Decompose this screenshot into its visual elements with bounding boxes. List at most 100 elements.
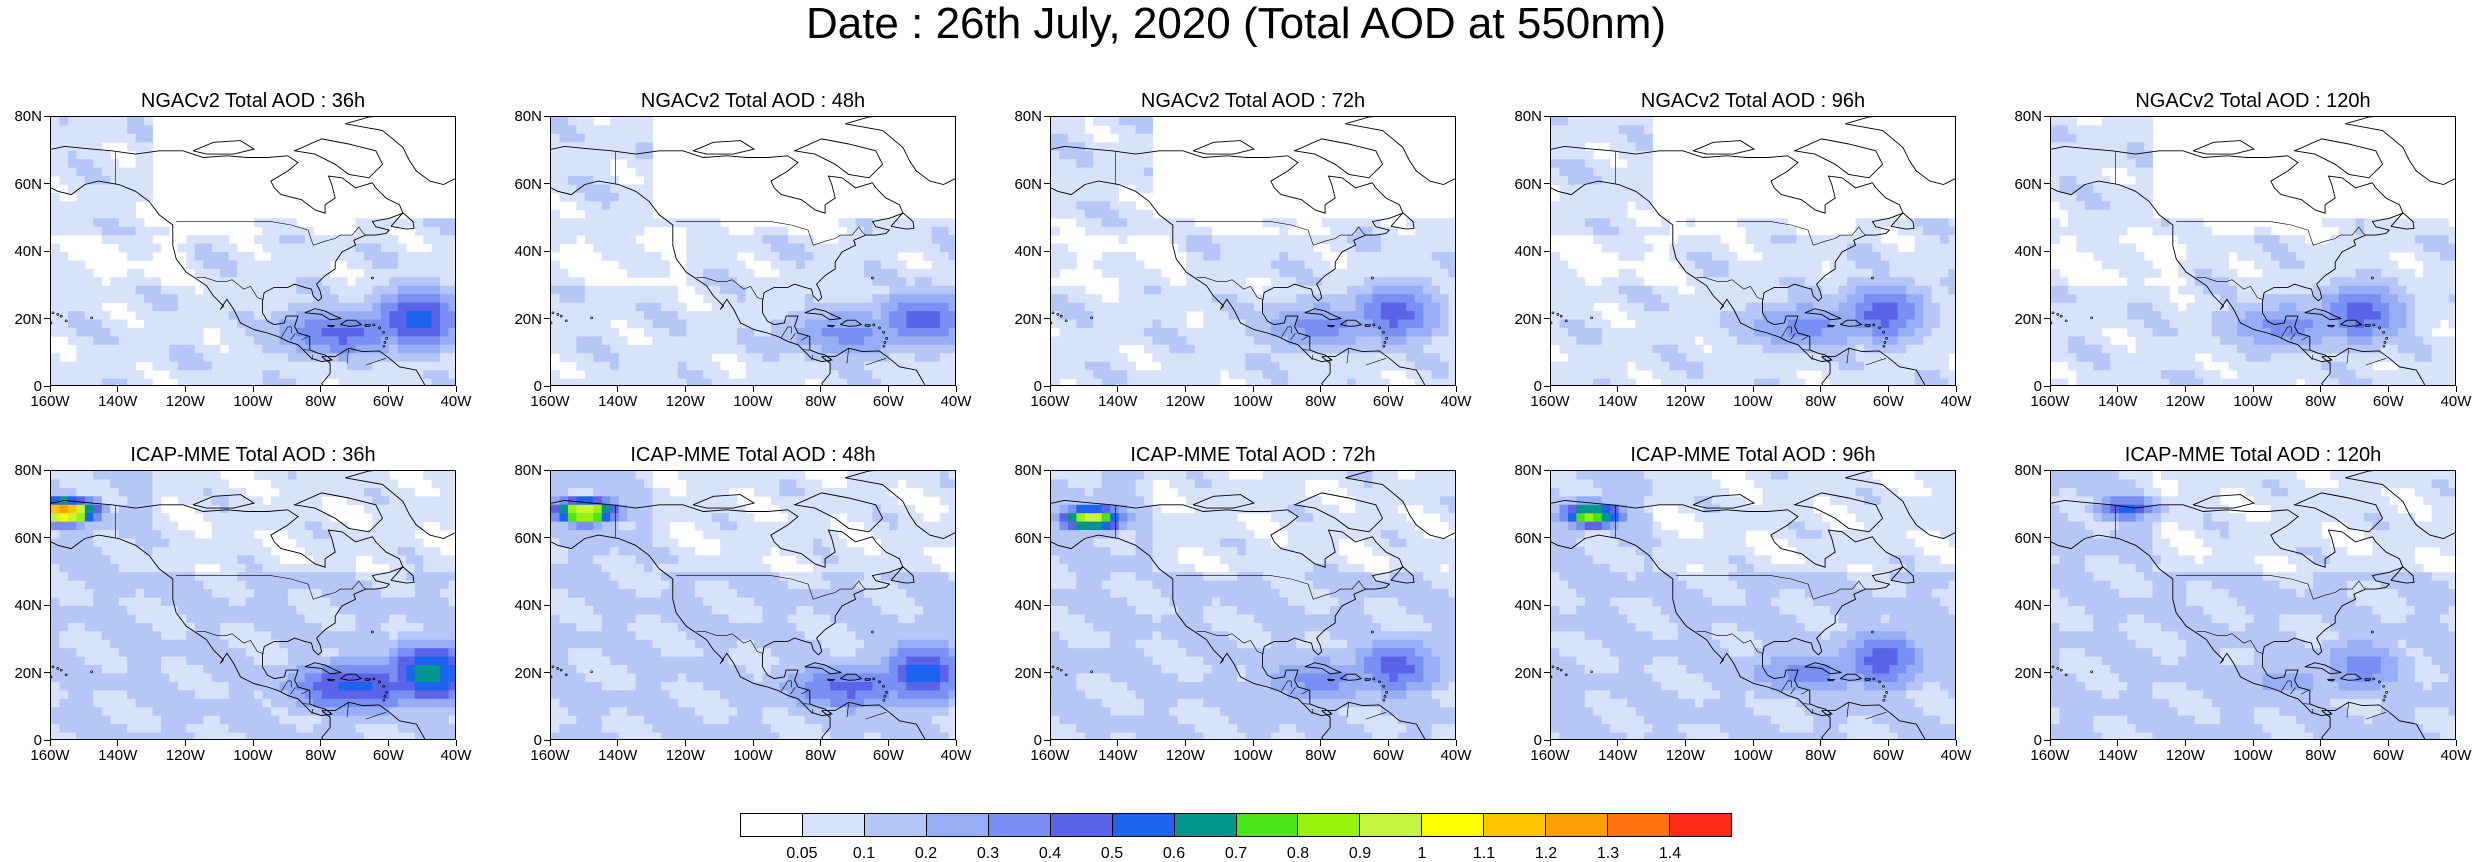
aod-cell: [2144, 176, 2153, 185]
aod-cell: [1254, 268, 1263, 278]
aod-cell: [1127, 167, 1136, 177]
aod-cell: [2211, 353, 2221, 363]
aod-cell: [1186, 218, 1196, 228]
aod-cell: [1660, 361, 1670, 371]
aod-cell: [152, 319, 162, 329]
aod-cell: [1770, 285, 1780, 295]
aod-cell: [2186, 370, 2196, 379]
aod-cell: [2144, 268, 2153, 278]
aod-cell: [1084, 344, 1094, 354]
aod-cell: [2084, 294, 2094, 304]
aod-cell: [593, 201, 603, 211]
aod-cell: [737, 353, 746, 363]
aod-cell: [127, 142, 136, 152]
aod-cell: [211, 344, 221, 354]
aod-cell: [2330, 235, 2339, 244]
aod-cell: [804, 235, 814, 244]
aod-cell: [644, 201, 653, 211]
aod-cell: [635, 142, 645, 152]
aod-cell: [1313, 235, 1323, 244]
coastline: [1692, 140, 1756, 155]
aod-cell: [872, 353, 882, 363]
aod-cell: [2127, 370, 2136, 379]
aod-cell: [754, 378, 763, 385]
aod-cell: [1669, 311, 1679, 320]
aod-cell: [1787, 361, 1797, 371]
aod-cell: [551, 142, 560, 152]
aod-cell: [296, 226, 306, 236]
aod-cell: [1228, 327, 1238, 337]
aod-cell: [76, 167, 86, 177]
aod-cell: [1576, 176, 1586, 185]
aod-cell: [880, 235, 890, 244]
aod-cell: [59, 226, 69, 236]
aod-cell: [2127, 192, 2136, 202]
aod-cell: [2237, 370, 2246, 379]
aod-cell: [1372, 243, 1382, 253]
aod-cell: [1821, 243, 1831, 253]
aod-cell: [110, 192, 120, 202]
aod-cell: [211, 260, 221, 270]
aod-cell: [897, 285, 907, 295]
aod-cell: [2169, 226, 2179, 236]
aod-cell: [1813, 336, 1823, 346]
aod-cell: [1262, 378, 1272, 385]
aod-cell: [2177, 361, 2187, 371]
aod-cell: [2067, 344, 2077, 354]
aod-cell: [669, 361, 679, 371]
aod-cell: [1330, 327, 1339, 337]
aod-cell: [1118, 311, 1128, 320]
aod-cell: [576, 184, 586, 194]
aod-cell: [2135, 285, 2145, 295]
aod-cell: [745, 353, 755, 363]
aod-cell: [279, 252, 289, 261]
aod-cell: [2414, 302, 2424, 312]
aod-cell: [1144, 184, 1153, 194]
aod-cell: [1787, 294, 1797, 304]
aod-cell: [2160, 218, 2170, 228]
aod-cell: [567, 184, 577, 194]
lon-tick-label: 160W: [30, 393, 70, 410]
aod-cell: [644, 192, 653, 202]
aod-cell: [1372, 336, 1382, 346]
aod-cell: [220, 353, 230, 363]
aod-cell: [584, 327, 594, 337]
aod-cell: [110, 336, 120, 346]
aod-cell: [2110, 235, 2120, 244]
aod-cell: [1144, 285, 1153, 295]
aod-cell: [1118, 294, 1128, 304]
aod-cell: [889, 344, 899, 354]
aod-cell: [1559, 260, 1569, 270]
aod-cell: [2245, 294, 2255, 304]
aod-cell: [2414, 378, 2424, 385]
coastline: [390, 212, 415, 230]
aod-cell: [1389, 327, 1399, 337]
aod-cell: [1304, 336, 1314, 346]
lon-tick: [1549, 386, 1551, 392]
aod-cell: [414, 226, 424, 236]
aod-cell: [2287, 344, 2297, 354]
aod-cell: [448, 319, 455, 329]
aod-cell: [694, 226, 704, 236]
aod-cell: [423, 344, 433, 354]
aod-cell: [652, 311, 662, 320]
aod-cell: [1431, 252, 1441, 261]
aod-cell: [1059, 353, 1069, 363]
aod-cell: [838, 285, 848, 295]
aod-cell: [1372, 218, 1382, 228]
aod-cell: [796, 277, 806, 287]
aod-cell: [2423, 268, 2433, 278]
aod-cell: [2211, 260, 2221, 270]
aod-cell: [1423, 226, 1433, 236]
aod-cell: [321, 370, 331, 379]
aod-cell: [1245, 319, 1255, 329]
aod-cell: [897, 218, 907, 228]
lat-tick: [1544, 318, 1550, 319]
aod-cell: [660, 294, 670, 304]
aod-cell: [2440, 370, 2449, 379]
aod-cell: [2093, 150, 2103, 160]
aod-cell: [2245, 361, 2255, 371]
aod-cell: [576, 319, 586, 329]
aod-cell: [2321, 260, 2331, 270]
lon-tick-label: 160W: [530, 393, 570, 410]
